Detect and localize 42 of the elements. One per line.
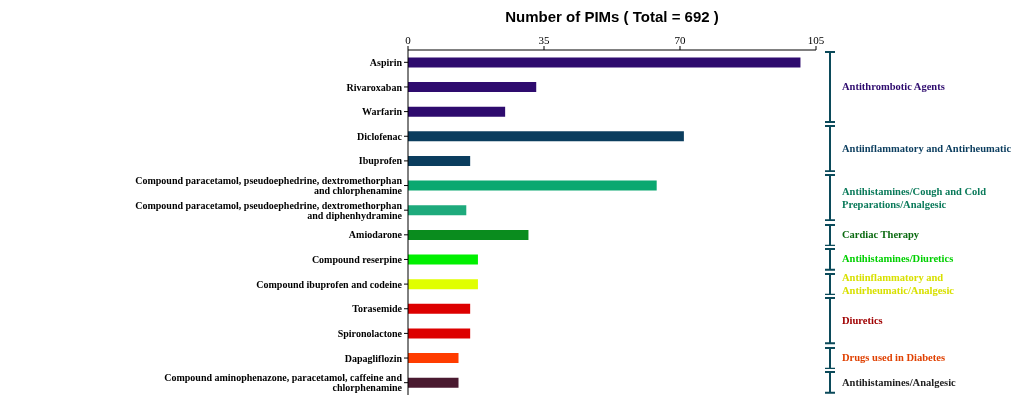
bar — [408, 82, 537, 93]
bar — [408, 131, 684, 142]
y-tick-label: Spironolactone — [337, 327, 403, 339]
bar — [408, 180, 657, 191]
y-tick-label: Compound paracetamol, pseudoephedrine, dextromethorphan and diphenhydramine — [135, 199, 403, 221]
text: Antiinflammatory and Antirheumatic — [842, 142, 1013, 156]
y-tick-label: Torasemide — [352, 303, 403, 315]
text: Antithrombotic Agents — [842, 80, 946, 94]
text: Drugs used in Diabetes — [842, 351, 946, 365]
y-tick-label: Warfarin — [362, 106, 403, 118]
bar — [408, 254, 478, 265]
y-tick-label: Compound ibuprofen and codeine — [256, 278, 403, 290]
bar — [408, 57, 801, 68]
y-tick-label: Rivaroxaban — [346, 81, 403, 93]
bar — [408, 155, 471, 166]
y-tick-label: Diclofenac — [357, 130, 403, 142]
y-tick-label: Compound reserpine — [311, 254, 403, 266]
bar — [408, 328, 471, 339]
text: Antihistamines/Cough and Cold Preparations/Analgesic — [842, 184, 988, 211]
bar — [408, 279, 478, 290]
bar — [408, 229, 529, 240]
y-tick-label: Amiodarone — [348, 229, 403, 241]
y-tick-label: Ibuprofen — [358, 155, 403, 167]
bar — [408, 106, 506, 117]
bar — [408, 205, 467, 216]
text: Antihistamines/Analgesic — [842, 376, 957, 390]
x-tick-label: 70 — [674, 34, 686, 46]
y-tick-label: Dapagliflozin — [344, 352, 403, 364]
text: Diuretics — [842, 314, 884, 328]
x-tick-label: 35 — [538, 34, 550, 46]
bar — [408, 377, 459, 388]
chart-title: Number of PIMs ( Total = 692 ) — [504, 8, 720, 25]
text: Antihistamines/Diuretics — [842, 252, 955, 267]
text: Cardiac Therapy — [842, 228, 921, 242]
x-tick-label: 0 — [405, 34, 412, 46]
x-tick-label: 105 — [807, 34, 825, 46]
bar — [408, 353, 459, 364]
y-tick-label: Aspirin — [369, 56, 403, 68]
y-tick-label: Compound paracetamol, pseudoephedrine, dextromethorphan and chlorphenamine — [135, 175, 403, 197]
y-tick-label: Compound aminophenazone, paracetamol, caffeine and chlorphenamine — [164, 372, 403, 394]
bar — [408, 303, 471, 314]
text: Antiinflammatory and Antirheumatic/Analgesic — [842, 270, 955, 298]
